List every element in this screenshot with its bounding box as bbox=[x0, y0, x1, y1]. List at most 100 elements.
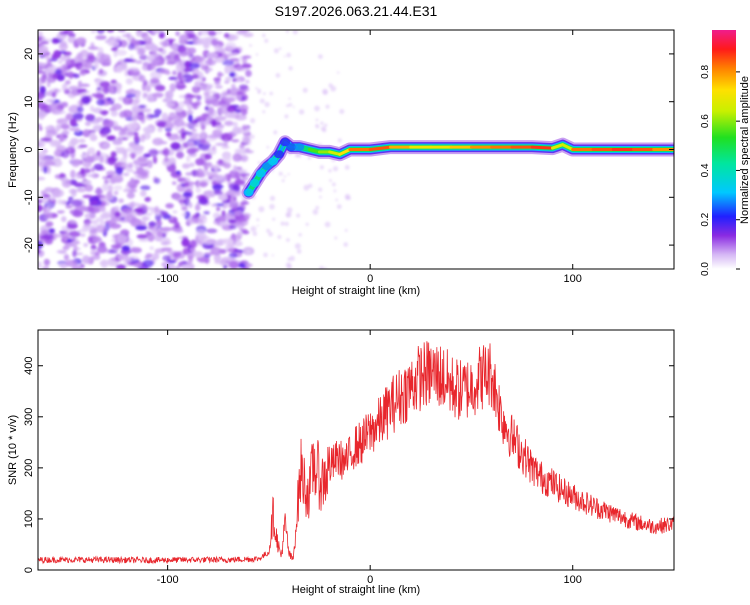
noise-blob bbox=[131, 216, 137, 223]
noise-blob bbox=[211, 119, 217, 127]
noise-blob bbox=[278, 47, 282, 50]
noise-blob bbox=[85, 114, 96, 122]
noise-blob bbox=[239, 169, 247, 174]
noise-blob bbox=[70, 137, 79, 146]
noise-blob bbox=[302, 87, 308, 93]
y-tick-label: -20 bbox=[23, 237, 35, 253]
noise-blob bbox=[95, 187, 103, 195]
noise-blob bbox=[84, 121, 91, 126]
noise-blob bbox=[184, 99, 190, 106]
noise-blob bbox=[184, 181, 190, 188]
noise-blob bbox=[273, 48, 279, 54]
noise-blob bbox=[82, 194, 93, 199]
noise-blob bbox=[263, 92, 266, 95]
noise-blob bbox=[278, 171, 283, 176]
noise-blob bbox=[194, 203, 201, 212]
noise-blob bbox=[233, 164, 237, 172]
noise-blob bbox=[191, 123, 200, 128]
noise-blob bbox=[38, 91, 44, 100]
noise-blob bbox=[54, 157, 61, 161]
noise-blob bbox=[333, 189, 337, 193]
noise-blob bbox=[181, 238, 190, 247]
noise-blob bbox=[287, 173, 290, 176]
noise-blob bbox=[175, 64, 182, 72]
noise-blob bbox=[332, 182, 336, 187]
noise-blob bbox=[324, 221, 331, 228]
noise-blob bbox=[221, 145, 230, 149]
noise-blob bbox=[77, 80, 83, 89]
noise-blob bbox=[182, 191, 193, 198]
noise-blob bbox=[44, 258, 50, 266]
noise-blob bbox=[241, 63, 252, 69]
y-tick-label: 0 bbox=[23, 567, 35, 573]
noise-blob bbox=[138, 104, 147, 109]
noise-blob bbox=[217, 71, 223, 78]
noise-blob bbox=[211, 145, 217, 151]
noise-blob bbox=[196, 115, 207, 123]
noise-blob bbox=[43, 165, 48, 174]
noise-blob bbox=[56, 118, 69, 125]
noise-blob bbox=[152, 252, 160, 260]
noise-blob bbox=[166, 250, 179, 254]
noise-blob bbox=[229, 169, 239, 179]
spectrogram-x-label: Height of straight line (km) bbox=[292, 285, 420, 297]
noise-blob bbox=[59, 133, 64, 143]
noise-blob bbox=[73, 73, 80, 79]
noise-blob bbox=[99, 54, 111, 61]
noise-blob bbox=[38, 261, 43, 269]
noise-blob bbox=[142, 82, 146, 92]
noise-blob bbox=[219, 260, 227, 266]
noise-blob bbox=[305, 222, 309, 226]
noise-blob bbox=[207, 52, 219, 59]
noise-blob bbox=[61, 230, 69, 240]
noise-blob bbox=[152, 92, 164, 98]
noise-blob bbox=[191, 85, 201, 94]
noise-blob bbox=[51, 91, 57, 98]
noise-blob bbox=[229, 58, 240, 61]
noise-blob bbox=[258, 206, 265, 213]
noise-blob bbox=[86, 173, 95, 178]
noise-blob bbox=[242, 55, 252, 59]
noise-blob bbox=[175, 31, 180, 37]
noise-blob bbox=[191, 73, 199, 80]
noise-blob bbox=[157, 47, 164, 52]
noise-blob bbox=[40, 137, 52, 142]
noise-blob bbox=[177, 71, 183, 80]
noise-blob bbox=[44, 210, 53, 220]
noise-blob bbox=[38, 204, 43, 212]
noise-blob bbox=[219, 221, 228, 226]
noise-blob bbox=[38, 140, 46, 148]
noise-blob bbox=[120, 39, 128, 48]
signal-ridge-core bbox=[368, 145, 392, 151]
noise-blob bbox=[232, 153, 243, 162]
noise-blob bbox=[63, 254, 70, 261]
noise-blob bbox=[112, 139, 123, 146]
noise-blob bbox=[203, 210, 210, 215]
noise-blob bbox=[164, 261, 170, 268]
noise-blob bbox=[106, 97, 112, 102]
noise-blob bbox=[215, 85, 223, 89]
noise-blob bbox=[164, 156, 169, 163]
noise-blob bbox=[250, 226, 257, 232]
y-tick-label: 10 bbox=[23, 96, 35, 108]
noise-blob bbox=[45, 98, 56, 104]
noise-blob bbox=[227, 219, 237, 224]
noise-blob bbox=[122, 33, 130, 38]
signal-ridge-core bbox=[530, 145, 554, 150]
noise-blob bbox=[114, 211, 121, 218]
noise-blob bbox=[135, 114, 145, 121]
noise-blob bbox=[142, 92, 148, 98]
noise-blob bbox=[262, 33, 266, 38]
noise-blob bbox=[285, 211, 292, 218]
noise-blob bbox=[102, 86, 109, 95]
noise-blob bbox=[241, 57, 248, 65]
noise-blob bbox=[148, 148, 159, 157]
noise-blob bbox=[206, 171, 218, 178]
noise-blob bbox=[61, 200, 67, 206]
noise-blob bbox=[38, 31, 43, 37]
snr-y-ticks: 0 100 200 300 400 bbox=[23, 357, 674, 573]
noise-blob bbox=[187, 255, 193, 264]
noise-blob bbox=[194, 80, 201, 88]
noise-blob bbox=[100, 213, 111, 220]
noise-blob bbox=[214, 124, 225, 129]
